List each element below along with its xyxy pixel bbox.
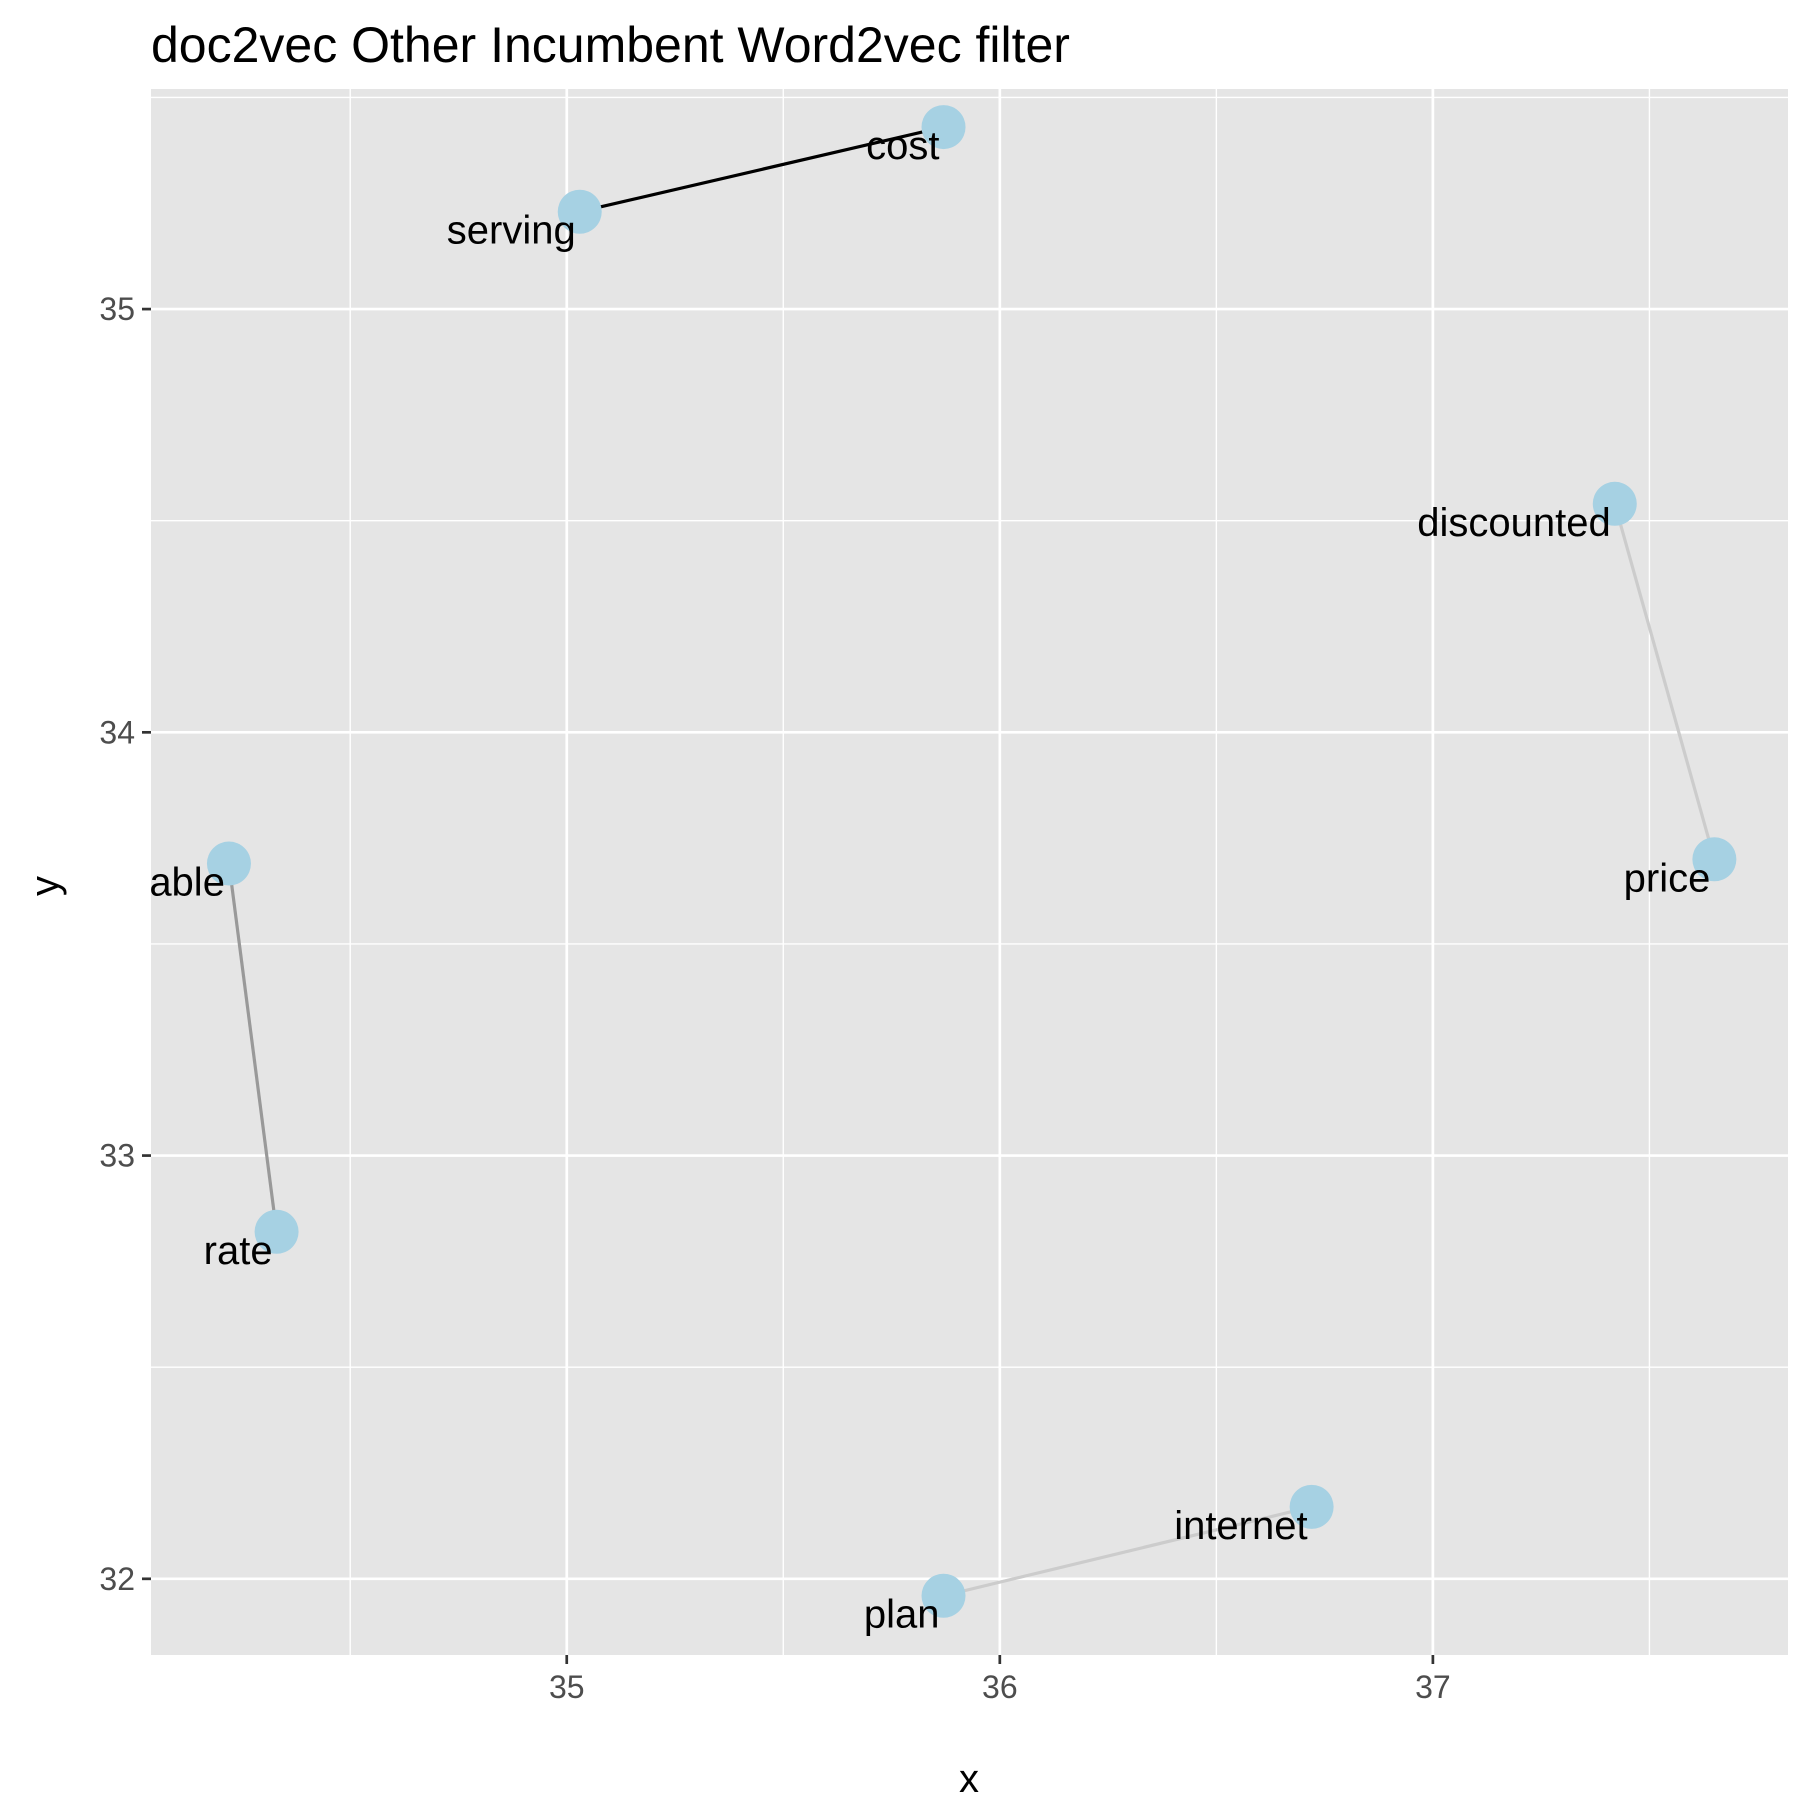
point-label-plan: plan [864,1593,940,1637]
point-cost [921,105,966,150]
data-points [206,105,1737,1618]
x-axis-title: x [959,1757,979,1800]
y-tick-label: 33 [99,1138,135,1174]
connector-plan-internet [943,1505,1312,1598]
point-internet [1289,1484,1334,1529]
connector-discounted-price [1613,503,1716,860]
grid-lines [151,89,1788,1655]
point-labels: cost serving discounted price able rate intern… [149,124,1710,1637]
y-axis-title: y [23,876,67,896]
point-label-discounted: discounted [1417,501,1610,545]
connector-lines [227,125,1716,1598]
point-label-rate: rate [204,1229,273,1273]
y-tick-label: 35 [99,291,135,327]
point-price [1692,837,1737,882]
point-plan [921,1573,966,1618]
connector-serving-cost [579,125,944,214]
x-axis: 35 36 37 [549,1655,1451,1705]
point-able [206,841,251,886]
y-tick-label: 32 [99,1561,135,1597]
point-rate [254,1209,299,1254]
chart-title: doc2vec Other Incumbent Word2vec filter [151,17,1070,73]
x-tick-label: 35 [549,1669,585,1705]
point-label-serving: serving [447,209,576,253]
point-label-price: price [1624,856,1711,900]
connector-able-rate [227,863,279,1232]
point-label-able: able [149,861,225,905]
y-tick-label: 34 [99,714,135,750]
y-axis: 32 33 34 35 [99,291,151,1597]
plot-panel [151,89,1788,1655]
point-discounted [1592,481,1637,526]
x-tick-label: 37 [1415,1669,1451,1705]
x-tick-label: 36 [982,1669,1018,1705]
point-serving [557,189,602,234]
point-label-cost: cost [866,124,939,168]
point-label-internet: internet [1174,1504,1307,1548]
